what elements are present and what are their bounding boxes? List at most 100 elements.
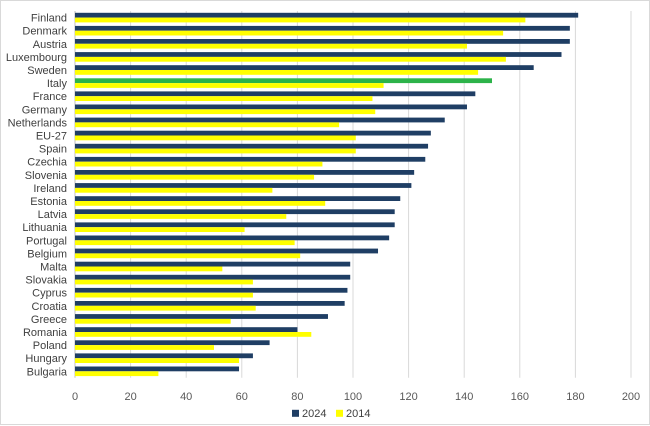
x-tick-label: 60 bbox=[236, 391, 248, 403]
category-label: Austria bbox=[33, 39, 68, 51]
bar-2014 bbox=[75, 305, 256, 311]
bar-2024 bbox=[75, 235, 390, 241]
category-label: Hungary bbox=[25, 353, 67, 365]
category-label: Slovakia bbox=[25, 275, 67, 287]
bar-2024 bbox=[75, 52, 562, 57]
bar-2014 bbox=[75, 174, 315, 180]
bar-2024 bbox=[75, 130, 431, 136]
bar-2024 bbox=[75, 143, 429, 149]
bar-2024 bbox=[75, 65, 534, 70]
category-label: Malta bbox=[40, 261, 68, 273]
category-label: Greece bbox=[31, 314, 67, 326]
category-label: Germany bbox=[22, 104, 68, 116]
bar-2014 bbox=[75, 56, 506, 62]
x-tick-label: 200 bbox=[622, 391, 640, 403]
bars bbox=[75, 12, 579, 377]
bar-2014 bbox=[75, 161, 323, 167]
category-label: Czechia bbox=[27, 157, 68, 169]
x-tick-label: 20 bbox=[124, 391, 136, 403]
bar-2024 bbox=[75, 196, 401, 201]
bar-2014 bbox=[75, 83, 384, 88]
bar-2014 bbox=[75, 253, 301, 259]
bar-2014 bbox=[75, 122, 340, 128]
bar-2024 bbox=[75, 274, 351, 280]
category-label: Bulgaria bbox=[27, 366, 68, 378]
bar-2024 bbox=[75, 39, 570, 44]
bar-2014 bbox=[75, 227, 245, 232]
bar-2024 bbox=[75, 12, 579, 18]
bar-2014 bbox=[75, 201, 326, 206]
bar-2014 bbox=[75, 279, 253, 285]
category-label: Denmark bbox=[22, 26, 67, 38]
category-label: Cyprus bbox=[32, 288, 67, 300]
x-tick-label: 140 bbox=[455, 391, 473, 403]
category-label: Sweden bbox=[27, 65, 67, 77]
legend: 2024 2014 bbox=[292, 408, 370, 420]
category-label: EU-27 bbox=[36, 130, 67, 142]
bar-2014 bbox=[75, 70, 479, 75]
x-tick-label: 160 bbox=[511, 391, 529, 403]
x-tick-label: 0 bbox=[72, 391, 78, 403]
bar-2024 bbox=[75, 117, 445, 123]
bar-2024 bbox=[75, 91, 476, 97]
bar-2024 bbox=[75, 209, 395, 215]
bar-2014 bbox=[75, 30, 504, 36]
category-label: Netherlands bbox=[8, 117, 68, 129]
bar-2024 bbox=[75, 353, 253, 359]
bar-2024 bbox=[75, 327, 298, 332]
legend-swatch-2024 bbox=[292, 409, 299, 417]
category-label: Finland bbox=[31, 13, 67, 25]
bar-2024 bbox=[75, 248, 379, 254]
category-label: Poland bbox=[33, 340, 67, 352]
bar-2024 bbox=[75, 183, 412, 188]
bar-2014 bbox=[75, 148, 356, 154]
legend-swatch-2014 bbox=[336, 409, 343, 417]
bar-2024 bbox=[75, 156, 426, 162]
bar-2014 bbox=[75, 214, 287, 219]
bar-2014 bbox=[75, 332, 312, 337]
bar-2014 bbox=[75, 358, 240, 363]
bar-2024 bbox=[75, 261, 351, 267]
bar-2014 bbox=[75, 318, 231, 324]
category-label: Italy bbox=[47, 78, 68, 90]
bar-2024 bbox=[75, 287, 348, 293]
category-label: Estonia bbox=[30, 196, 68, 208]
bar-2014 bbox=[75, 292, 253, 298]
x-tick-labels: 0 20 40 60 80 100 120 140 160 180 200 bbox=[72, 391, 640, 403]
x-tick-label: 40 bbox=[180, 391, 192, 403]
bar-2024 bbox=[75, 366, 240, 372]
bar-2024 bbox=[75, 104, 467, 110]
legend-label: 2024 bbox=[302, 408, 326, 420]
category-label: Ireland bbox=[33, 183, 67, 195]
bar-2014 bbox=[75, 240, 295, 246]
category-label: Romania bbox=[23, 327, 68, 339]
x-tick-label: 100 bbox=[344, 391, 362, 403]
bar-2014 bbox=[75, 17, 526, 23]
x-tick-label: 180 bbox=[566, 391, 584, 403]
x-tick-label: 80 bbox=[291, 391, 303, 403]
category-label: Croatia bbox=[32, 301, 68, 313]
bar-2014 bbox=[75, 371, 159, 377]
bar-2014 bbox=[75, 43, 467, 49]
bar-2014 bbox=[75, 266, 223, 272]
category-labels: FinlandDenmarkAustriaLuxembourgSwedenIta… bbox=[6, 13, 68, 379]
bar-2024 bbox=[75, 222, 395, 228]
category-label: Latvia bbox=[38, 209, 68, 221]
bar-2024 bbox=[75, 301, 345, 306]
bar-2024 bbox=[75, 340, 270, 346]
bar-2024 bbox=[75, 25, 570, 31]
legend-label: 2014 bbox=[346, 408, 370, 420]
bar-2024 bbox=[75, 78, 492, 84]
category-label: Portugal bbox=[26, 235, 67, 247]
category-label: Luxembourg bbox=[6, 52, 67, 64]
x-tick-label: 120 bbox=[399, 391, 417, 403]
category-label: Belgium bbox=[27, 248, 67, 260]
bar-2024 bbox=[75, 170, 415, 175]
bar-2014 bbox=[75, 187, 273, 193]
bar-2014 bbox=[75, 109, 376, 115]
category-label: Lithuania bbox=[22, 222, 68, 234]
category-label: France bbox=[33, 91, 67, 103]
bar-2014 bbox=[75, 135, 356, 141]
